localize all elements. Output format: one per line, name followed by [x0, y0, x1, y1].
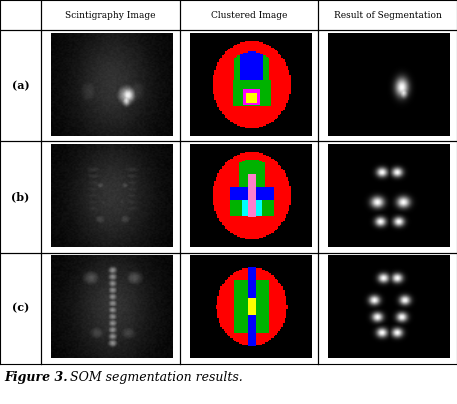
Text: Clustered Image: Clustered Image	[211, 11, 287, 20]
Text: (b): (b)	[11, 191, 30, 202]
Text: (c): (c)	[12, 303, 29, 314]
Text: SOM segmentation results.: SOM segmentation results.	[66, 371, 242, 384]
Text: Scintigraphy Image: Scintigraphy Image	[65, 11, 156, 20]
Text: Figure 3.: Figure 3.	[5, 371, 68, 384]
Text: Result of Segmentation: Result of Segmentation	[334, 11, 441, 20]
Text: (a): (a)	[12, 80, 29, 91]
